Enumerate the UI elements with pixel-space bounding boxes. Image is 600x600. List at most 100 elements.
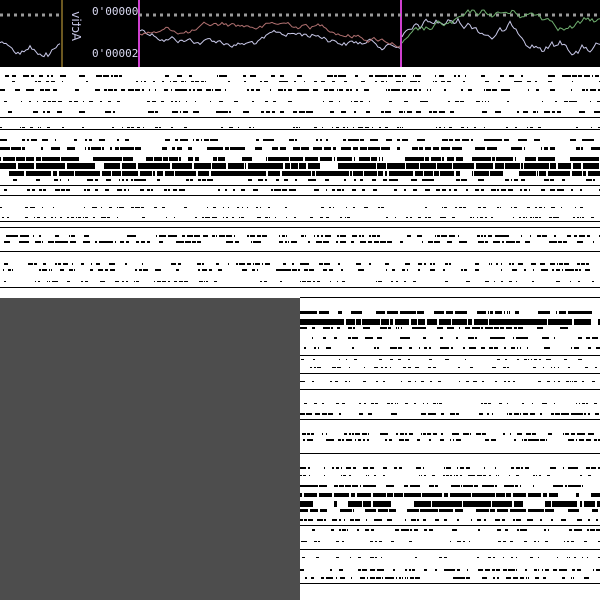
noise-fragment (516, 281, 517, 282)
noise-fragment (385, 171, 387, 176)
noise-fragment (488, 403, 491, 404)
noise-fragment (253, 127, 254, 128)
noise-fragment (381, 207, 384, 208)
noise-fragment (47, 281, 48, 282)
noise-fragment (521, 75, 523, 77)
noise-fragment (573, 577, 574, 579)
noise-fragment (396, 433, 398, 435)
noise-fragment (120, 241, 124, 243)
noise-fragment (376, 381, 378, 382)
noise-fragment (522, 403, 524, 404)
noise-fragment (552, 111, 555, 113)
noise-fragment (429, 111, 432, 113)
noise-fragment (477, 475, 479, 476)
noise-fragment (472, 493, 488, 497)
noise-fragment (42, 269, 47, 271)
noise-fragment (562, 75, 565, 77)
noise-fragment (234, 235, 235, 237)
noise-fragment (580, 501, 582, 507)
noise-fragment (308, 241, 310, 243)
noise-fragment (109, 207, 112, 208)
noise-fragment (544, 439, 545, 441)
noise-fragment (461, 179, 467, 181)
noise-fragment (262, 235, 267, 237)
waveform-canvas (0, 0, 600, 67)
noise-fragment (69, 235, 70, 237)
noise-fragment (131, 235, 136, 237)
noise-fragment (300, 519, 303, 521)
noise-fragment (140, 171, 147, 176)
noise-fragment (184, 127, 187, 128)
noise-fragment (433, 413, 436, 415)
noise-fragment (404, 485, 408, 487)
noise-fragment (218, 157, 225, 161)
noise-fragment (216, 147, 223, 150)
noise-fragment (131, 127, 134, 128)
noise-fragment (339, 519, 341, 521)
noise-fragment (511, 347, 515, 349)
rule-line (0, 251, 600, 252)
noise-fragment (228, 81, 230, 82)
noise-fragment (565, 269, 569, 271)
noise-fragment (576, 147, 579, 150)
noise-fragment (569, 529, 572, 531)
noise-fragment (389, 179, 392, 181)
noise-fragment (302, 433, 306, 435)
noise-fragment (259, 235, 261, 237)
noise-fragment (411, 319, 417, 325)
noise-fragment (532, 509, 544, 512)
noise-fragment (374, 475, 376, 476)
noise-fragment (473, 347, 476, 349)
noise-fragment (169, 157, 172, 161)
noise-fragment (111, 263, 115, 265)
noise-fragment (348, 139, 351, 141)
waveform-plot[interactable]: Activ 0'00000 0'00002 (0, 0, 600, 67)
noise-fragment (533, 475, 535, 476)
noise-fragment (516, 519, 521, 521)
noise-fragment (398, 327, 399, 329)
noise-fragment (567, 235, 571, 237)
noise-fragment (350, 557, 351, 558)
noise-fragment (313, 359, 315, 360)
noise-fragment (290, 157, 303, 161)
noise-fragment (550, 89, 555, 91)
noise-fragment (74, 269, 75, 271)
noise-fragment (196, 139, 197, 141)
noise-fragment (537, 171, 538, 176)
noise-fragment (559, 311, 566, 314)
noise-fragment (435, 519, 439, 521)
noise-fragment (48, 241, 54, 243)
noise-fragment (323, 327, 330, 329)
noise-fragment (22, 147, 25, 150)
noise-fragment (387, 241, 392, 243)
noise-fragment (533, 111, 536, 113)
noise-fragment (466, 501, 471, 507)
noise-fragment (387, 403, 390, 404)
noise-fragment (135, 147, 141, 150)
noise-fragment (518, 139, 519, 141)
noise-fragment (89, 147, 90, 150)
noise-fragment (117, 157, 122, 161)
noise-fragment (450, 111, 454, 113)
noise-fragment (302, 89, 305, 91)
noise-fragment (444, 127, 445, 128)
noise-fragment (482, 485, 492, 487)
noise-fragment (572, 467, 574, 469)
noise-fragment (304, 81, 305, 82)
noise-fragment (456, 439, 461, 441)
noise-fragment (127, 127, 128, 128)
noise-fragment (341, 475, 342, 476)
noise-fragment (198, 171, 209, 176)
noise-fragment (390, 359, 393, 360)
noise-fragment (594, 439, 597, 441)
noise-fragment (367, 439, 369, 441)
noise-fragment (594, 89, 596, 91)
noise-fragment (463, 433, 466, 435)
noise-fragment (549, 217, 552, 218)
noise-fragment (386, 269, 387, 271)
noise-fragment (22, 127, 25, 128)
noise-fragment (596, 529, 600, 531)
noise-fragment (471, 519, 472, 521)
noise-fragment (155, 111, 158, 113)
noise-fragment (423, 519, 426, 521)
